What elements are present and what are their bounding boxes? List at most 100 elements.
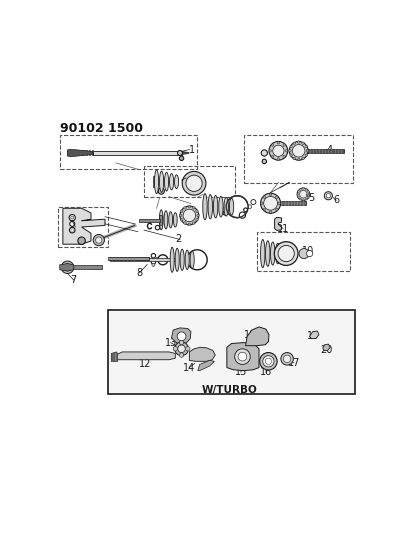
Bar xyxy=(244,135,353,183)
Polygon shape xyxy=(111,352,118,361)
Circle shape xyxy=(260,352,277,370)
Bar xyxy=(159,215,162,225)
Ellipse shape xyxy=(164,211,168,229)
Circle shape xyxy=(178,345,185,352)
Circle shape xyxy=(307,190,309,192)
Circle shape xyxy=(61,261,74,273)
Circle shape xyxy=(273,145,284,156)
Circle shape xyxy=(297,158,300,161)
Polygon shape xyxy=(116,352,175,360)
Circle shape xyxy=(64,263,71,271)
Circle shape xyxy=(305,188,307,190)
Circle shape xyxy=(263,196,266,198)
Circle shape xyxy=(93,235,104,246)
Circle shape xyxy=(183,209,195,222)
Text: 17: 17 xyxy=(288,358,300,368)
Circle shape xyxy=(155,225,160,230)
Circle shape xyxy=(290,154,292,156)
Text: 6: 6 xyxy=(333,196,339,205)
Ellipse shape xyxy=(185,250,189,270)
Text: 20: 20 xyxy=(321,345,333,356)
Text: 19: 19 xyxy=(307,332,319,341)
Polygon shape xyxy=(181,151,189,155)
Ellipse shape xyxy=(175,248,179,271)
Circle shape xyxy=(271,155,274,158)
Polygon shape xyxy=(60,263,74,271)
Circle shape xyxy=(248,205,251,208)
Circle shape xyxy=(196,210,198,212)
Circle shape xyxy=(297,190,299,192)
Circle shape xyxy=(244,208,247,212)
Circle shape xyxy=(302,188,304,190)
Circle shape xyxy=(297,193,299,195)
Circle shape xyxy=(305,198,307,200)
Ellipse shape xyxy=(164,172,168,191)
Polygon shape xyxy=(198,360,214,370)
Circle shape xyxy=(262,159,266,164)
Ellipse shape xyxy=(203,193,207,220)
Circle shape xyxy=(306,251,313,257)
Text: 90102 1500: 90102 1500 xyxy=(60,123,143,135)
Circle shape xyxy=(305,154,307,156)
Circle shape xyxy=(293,142,295,144)
Circle shape xyxy=(188,205,191,208)
Circle shape xyxy=(151,254,156,258)
Circle shape xyxy=(187,250,207,270)
Bar xyxy=(306,149,344,153)
Circle shape xyxy=(223,211,227,215)
Ellipse shape xyxy=(270,242,275,265)
Bar xyxy=(108,310,355,394)
Ellipse shape xyxy=(173,213,177,227)
Circle shape xyxy=(299,190,307,198)
Circle shape xyxy=(152,263,155,266)
Circle shape xyxy=(174,342,189,356)
Polygon shape xyxy=(245,327,269,346)
Circle shape xyxy=(69,227,75,233)
Circle shape xyxy=(297,196,299,198)
Circle shape xyxy=(186,346,190,351)
Polygon shape xyxy=(63,208,105,244)
Circle shape xyxy=(160,190,163,192)
Bar xyxy=(174,347,189,350)
Circle shape xyxy=(307,196,309,198)
Circle shape xyxy=(302,157,304,159)
Circle shape xyxy=(299,248,309,259)
Polygon shape xyxy=(323,344,330,350)
Circle shape xyxy=(224,205,230,211)
Ellipse shape xyxy=(224,197,229,216)
Circle shape xyxy=(269,141,288,160)
Ellipse shape xyxy=(160,171,164,192)
Text: 3: 3 xyxy=(186,174,192,183)
Circle shape xyxy=(96,237,102,243)
Text: 13: 13 xyxy=(164,337,177,348)
Text: 11: 11 xyxy=(277,223,289,233)
Circle shape xyxy=(308,193,310,195)
Circle shape xyxy=(269,193,272,196)
Circle shape xyxy=(197,214,199,217)
Circle shape xyxy=(179,156,184,160)
Circle shape xyxy=(188,223,191,225)
Circle shape xyxy=(293,157,295,159)
Text: 7: 7 xyxy=(71,275,77,285)
Circle shape xyxy=(182,172,206,195)
Circle shape xyxy=(302,199,304,201)
Circle shape xyxy=(277,141,280,144)
Circle shape xyxy=(274,241,298,265)
Circle shape xyxy=(276,196,278,198)
Circle shape xyxy=(297,188,310,200)
Bar xyxy=(93,151,181,155)
Circle shape xyxy=(281,352,293,365)
Text: W/TURBO: W/TURBO xyxy=(202,385,258,395)
Circle shape xyxy=(299,198,301,200)
Circle shape xyxy=(326,193,330,198)
Circle shape xyxy=(158,255,168,265)
Bar xyxy=(108,257,149,261)
Circle shape xyxy=(261,193,280,213)
Circle shape xyxy=(261,202,263,205)
Text: 4: 4 xyxy=(327,144,333,155)
Text: 16: 16 xyxy=(260,367,272,377)
Circle shape xyxy=(299,188,301,190)
Circle shape xyxy=(179,214,182,217)
Circle shape xyxy=(263,356,274,367)
Circle shape xyxy=(276,208,278,211)
